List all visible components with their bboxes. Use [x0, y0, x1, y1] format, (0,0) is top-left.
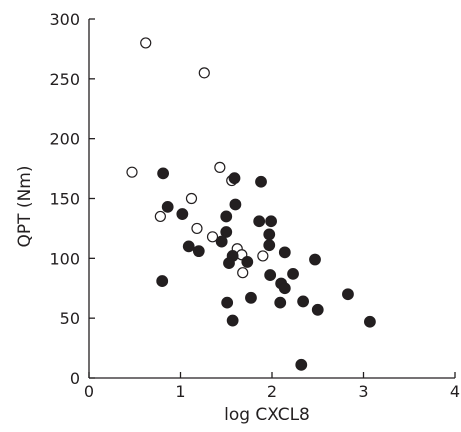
x-tick-label: 3 [358, 382, 368, 401]
filled-data-point [265, 215, 277, 228]
x-tick-label: 2 [267, 382, 277, 401]
filled-data-point [226, 314, 239, 327]
open-data-point [140, 37, 152, 49]
filled-data-point [221, 296, 234, 309]
open-data-point [191, 222, 203, 235]
filled-data-point [220, 226, 233, 238]
open-data-point [185, 192, 198, 205]
filled-data-point [253, 215, 266, 228]
filled-data-point [229, 198, 242, 211]
filled-data-point [156, 275, 169, 287]
filled-data-point [192, 245, 205, 258]
filled-data-point [228, 172, 241, 185]
filled-data-point [241, 256, 254, 268]
open-data-point [198, 67, 210, 79]
filled-data-point [274, 296, 287, 309]
x-tick-label: 0 [84, 382, 94, 401]
filled-data-point [364, 315, 376, 328]
filled-data-point [278, 282, 291, 295]
filled-data-point [263, 228, 276, 241]
y-tick-label: 300 [49, 10, 80, 29]
y-tick-label: 250 [49, 70, 80, 89]
y-tick-label: 100 [49, 249, 80, 268]
y-tick-label: 200 [49, 130, 80, 149]
x-tick-label: 1 [175, 382, 185, 401]
filled-data-point [157, 167, 170, 180]
filled-data-point [264, 269, 277, 281]
filled-data-point [215, 235, 228, 248]
filled-data-point [295, 358, 308, 371]
filled-data-point [176, 208, 189, 220]
filled-data-point [342, 288, 354, 301]
filled-data-point [297, 295, 310, 308]
filled-data-point [182, 240, 195, 253]
filled-data-point [223, 257, 235, 270]
open-data-point [206, 231, 219, 243]
x-axis-title: log CXCL8 [224, 405, 310, 425]
open-data-point [257, 250, 269, 262]
filled-data-point [287, 267, 299, 280]
open-data-point [237, 267, 249, 279]
filled-data-point [278, 246, 291, 259]
filled-data-point [309, 253, 321, 266]
data-points [126, 37, 376, 371]
filled-data-point [220, 210, 233, 223]
y-tick-label: 0 [70, 369, 80, 388]
open-data-point [126, 166, 138, 178]
axes: 0 50 100 150 200 250 300 0 1 2 3 4 [49, 10, 460, 401]
filled-data-point [255, 175, 267, 188]
filled-data-point [311, 303, 324, 316]
filled-data-point [161, 200, 174, 213]
y-tick-label: 50 [60, 309, 80, 328]
y-axis-title: QPT (Nm) [15, 166, 35, 248]
filled-data-point [245, 291, 257, 304]
filled-data-point [263, 239, 276, 252]
open-data-point [154, 210, 166, 223]
x-tick-label: 4 [450, 382, 460, 401]
y-tick-label: 150 [49, 190, 80, 209]
open-data-point [214, 161, 226, 173]
